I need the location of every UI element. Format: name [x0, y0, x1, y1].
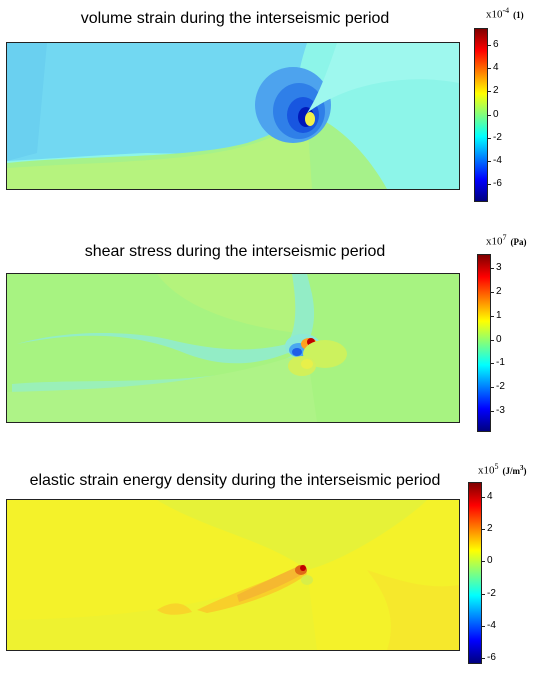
colorbar-tick-label: 2	[496, 285, 502, 297]
colorbar-tick-label: -2	[487, 587, 496, 599]
colorbar-tick-mark	[487, 114, 491, 116]
colorbar-tick-label: -6	[487, 652, 496, 663]
colorbar-tick-label: -2	[496, 381, 505, 393]
panel2-colorbar	[477, 254, 491, 432]
colorbar-tick-label: 1	[496, 309, 502, 321]
colorbar-tick-mark	[481, 658, 485, 659]
colorbar-tick-mark	[490, 268, 494, 269]
panel3-colorbar	[468, 482, 482, 664]
colorbar-tick-mark	[487, 160, 491, 162]
colorbar-tick-label: 2	[493, 85, 499, 97]
colorbar-tick-mark	[490, 315, 494, 317]
colorbar-tick-label: 0	[496, 333, 502, 345]
colorbar-tick-mark	[490, 291, 494, 293]
colorbar-tick-mark	[487, 45, 491, 46]
colorbar-tick-mark	[481, 561, 485, 563]
colorbar-tick-mark	[481, 529, 485, 531]
colorbar-tick-mark	[487, 91, 491, 93]
colorbar-tick-label: -1	[496, 357, 505, 369]
panel1-title: volume strain during the interseismic pe…	[80, 10, 390, 27]
strain-energy-contour-plot	[6, 499, 460, 651]
colorbar-tick-label: 6	[493, 39, 499, 50]
colorbar-tick-label: 4	[493, 62, 499, 74]
shear-stress-contour-plot	[6, 273, 460, 423]
colorbar-tick-label: 2	[487, 523, 493, 535]
colorbar-tick-mark	[487, 137, 491, 139]
colorbar-tick-mark	[490, 363, 494, 365]
colorbar-tick-mark	[490, 411, 494, 412]
colorbar-tick-mark	[490, 339, 494, 341]
panel3-scale-label: x105 (J/m3)	[478, 462, 527, 477]
panel2-title: shear stress during the interseismic per…	[84, 243, 386, 260]
colorbar-tick-label: 0	[493, 108, 499, 120]
colorbar-tick-label: -3	[496, 405, 505, 416]
colorbar-tick-label: -6	[493, 178, 502, 189]
colorbar-tick-label: -2	[493, 131, 502, 143]
colorbar-tick-mark	[487, 68, 491, 70]
colorbar-tick-label: 0	[487, 555, 493, 567]
panel1-scale-label: x10-4 (1)	[486, 6, 524, 21]
panel3-title: elastic strain energy density during the…	[29, 472, 441, 489]
volume-strain-contour-plot	[6, 42, 460, 190]
panel1-colorbar	[474, 28, 488, 202]
colorbar-tick-mark	[490, 387, 494, 389]
colorbar-tick-mark	[481, 625, 485, 627]
colorbar-tick-mark	[481, 593, 485, 595]
panel2-scale-label: x107 (Pa)	[486, 233, 527, 248]
colorbar-tick-label: -4	[487, 619, 496, 631]
colorbar-tick-label: -4	[493, 154, 502, 166]
colorbar-tick-mark	[487, 184, 491, 185]
colorbar-tick-label: 3	[496, 262, 502, 273]
colorbar-tick-label: 4	[487, 491, 493, 502]
colorbar-tick-mark	[481, 497, 485, 498]
